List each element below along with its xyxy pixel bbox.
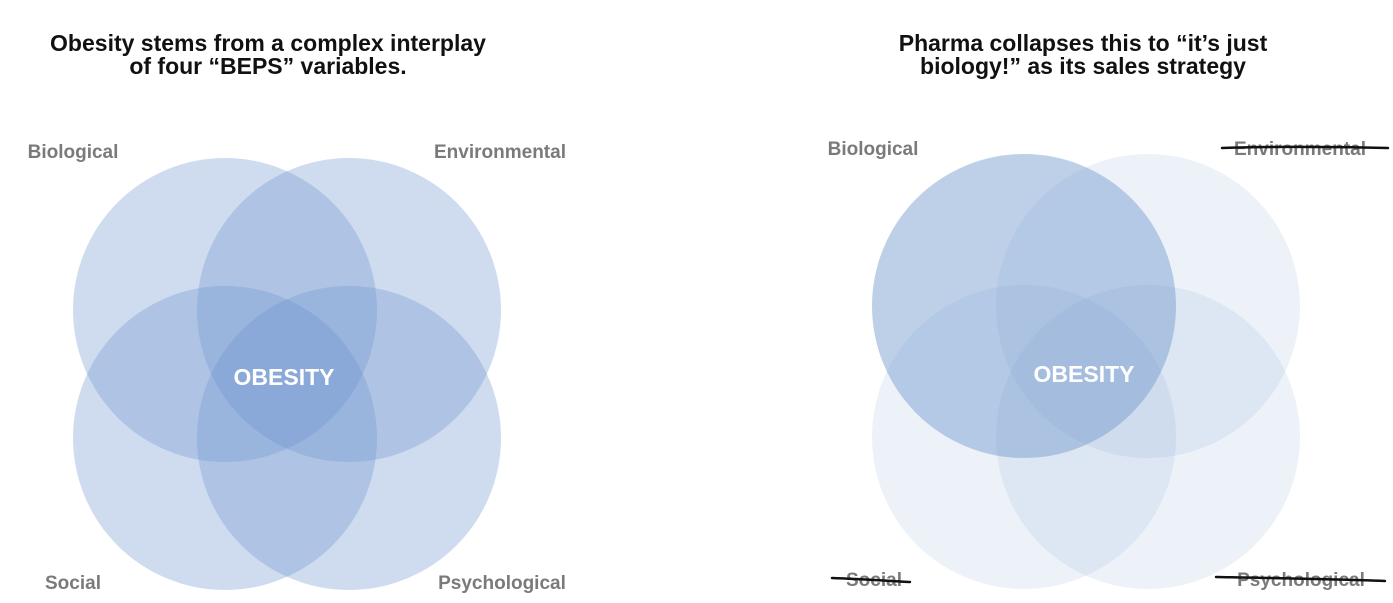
venn bbox=[872, 154, 1300, 589]
strikethrough bbox=[830, 576, 912, 584]
circle bbox=[872, 285, 1176, 589]
circle bbox=[197, 286, 501, 590]
strikethrough bbox=[1220, 145, 1390, 150]
label: Biological bbox=[828, 139, 919, 160]
circle bbox=[996, 285, 1300, 589]
circle bbox=[73, 286, 377, 590]
label: Psychological bbox=[438, 573, 566, 594]
left-panel: Obesity stems from a complex interplay o… bbox=[28, 30, 566, 594]
venn bbox=[73, 158, 501, 590]
center-label: OBESITY bbox=[1034, 361, 1135, 387]
circle bbox=[197, 158, 501, 462]
label: Environmental bbox=[434, 142, 566, 163]
center-label: OBESITY bbox=[234, 364, 335, 390]
label: Psychological bbox=[1237, 570, 1365, 591]
circle bbox=[996, 154, 1300, 458]
circle bbox=[872, 154, 1176, 458]
right-panel: Pharma collapses this to “it’s just biol… bbox=[828, 30, 1390, 591]
left-title: Obesity stems from a complex interplay bbox=[50, 30, 486, 56]
label: Environmental bbox=[1234, 139, 1366, 160]
right-title: biology!” as its sales strategy bbox=[920, 53, 1246, 79]
label: Biological bbox=[28, 142, 119, 163]
label: Social bbox=[45, 573, 101, 594]
left-title: of four “BEPS” variables. bbox=[129, 53, 406, 79]
strikethrough bbox=[1214, 575, 1387, 583]
circle bbox=[73, 158, 377, 462]
right-title: Pharma collapses this to “it’s just bbox=[899, 30, 1268, 56]
